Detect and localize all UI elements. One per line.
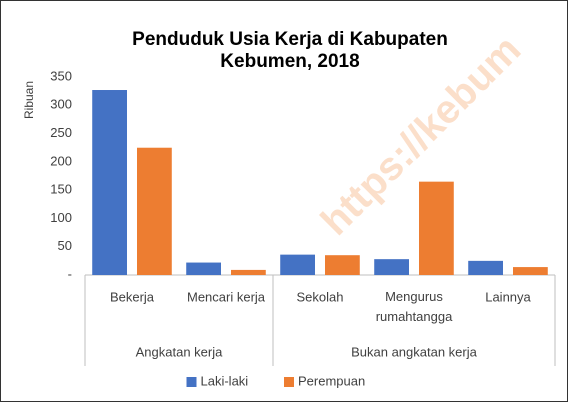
bar xyxy=(137,147,172,275)
bar xyxy=(186,262,221,275)
y-tick-label: 100 xyxy=(50,210,72,225)
x-tick-label: Sekolah xyxy=(297,289,344,304)
group-label: Angkatan kerja xyxy=(136,344,223,359)
bar xyxy=(513,267,548,275)
group-label: Bukan angkatan kerja xyxy=(351,344,478,359)
bar xyxy=(280,254,315,275)
x-tick-label: Bekerja xyxy=(110,289,155,304)
legend-swatch xyxy=(186,377,197,387)
y-tick-label: 150 xyxy=(50,182,72,197)
y-tick-label: 50 xyxy=(58,238,72,253)
bar xyxy=(374,259,409,275)
x-tick-label: Lainnya xyxy=(485,289,531,304)
y-tick-label: - xyxy=(68,266,72,281)
chart-title: Kebumen, 2018 xyxy=(220,51,359,72)
bar xyxy=(468,260,503,275)
bar xyxy=(419,181,454,275)
legend-label: Laki-laki xyxy=(201,373,249,388)
legend-label: Perempuan xyxy=(298,373,365,388)
bar xyxy=(92,90,127,275)
y-tick-label: 300 xyxy=(50,97,72,112)
bar xyxy=(325,255,360,275)
y-tick-label: 200 xyxy=(50,153,72,168)
y-axis-label: Ribuan xyxy=(22,81,36,119)
bar xyxy=(231,269,266,275)
legend-swatch xyxy=(284,377,294,387)
y-tick-label: 350 xyxy=(50,68,72,83)
x-tick-label: Mengurus rumahtangga xyxy=(376,289,453,324)
y-tick-label: 250 xyxy=(50,125,72,140)
x-tick-label: Mencari kerja xyxy=(187,289,266,304)
chart-title: Penduduk Usia Kerja di Kabupaten xyxy=(132,29,448,50)
